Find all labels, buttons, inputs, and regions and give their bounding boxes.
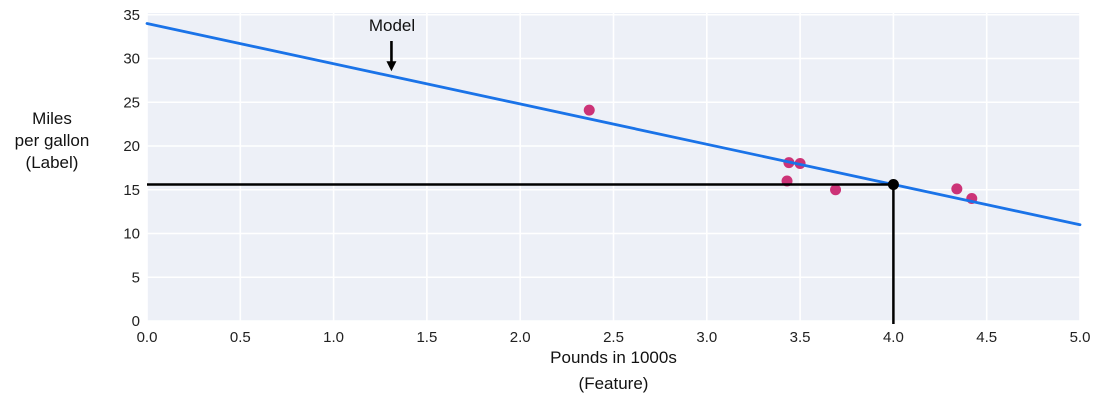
- y-axis-label-line2: per gallon: [14, 131, 90, 150]
- x-tick-label: 5.0: [1070, 329, 1091, 346]
- data-point: [951, 183, 963, 195]
- y-tick-label: 15: [123, 182, 140, 199]
- model-line: [145, 22, 1082, 227]
- y-tick-label: 35: [123, 7, 140, 24]
- y-tick-label: 5: [132, 269, 140, 286]
- y-tick-label: 20: [123, 138, 140, 155]
- x-tick-label: 1.0: [323, 329, 344, 346]
- x-tick-label: 1.5: [416, 329, 437, 346]
- x-tick-label: 0.0: [137, 329, 158, 346]
- y-tick-label: 10: [123, 226, 140, 243]
- x-tick-label: 2.5: [603, 329, 624, 346]
- x-axis-label-line2: (Feature): [578, 374, 649, 393]
- model-annotation-text: Model: [368, 16, 416, 35]
- data-point: [830, 184, 842, 196]
- y-tick-label: 25: [123, 94, 140, 111]
- model-arrow-head: [386, 61, 397, 72]
- x-tick-label: 2.0: [510, 329, 531, 346]
- y-axis-label: Miles per gallon (Label): [0, 108, 104, 174]
- y-tick-label: 0: [132, 313, 140, 330]
- prediction-dot: [887, 179, 899, 190]
- x-tick-label: 3.5: [790, 329, 811, 346]
- data-point: [583, 104, 595, 116]
- x-tick-label: 0.5: [230, 329, 251, 346]
- x-tick-label: 3.0: [696, 329, 717, 346]
- y-axis-label-line3: (Label): [25, 153, 79, 172]
- y-axis-label-line1: Miles: [32, 109, 72, 128]
- x-tick-label: 4.0: [883, 329, 904, 346]
- x-tick-label: 4.5: [976, 329, 997, 346]
- x-axis-label: Pounds in 1000s (Feature): [147, 345, 1080, 397]
- y-tick-label: 30: [123, 51, 140, 68]
- x-axis-label-line1: Pounds in 1000s: [550, 348, 677, 367]
